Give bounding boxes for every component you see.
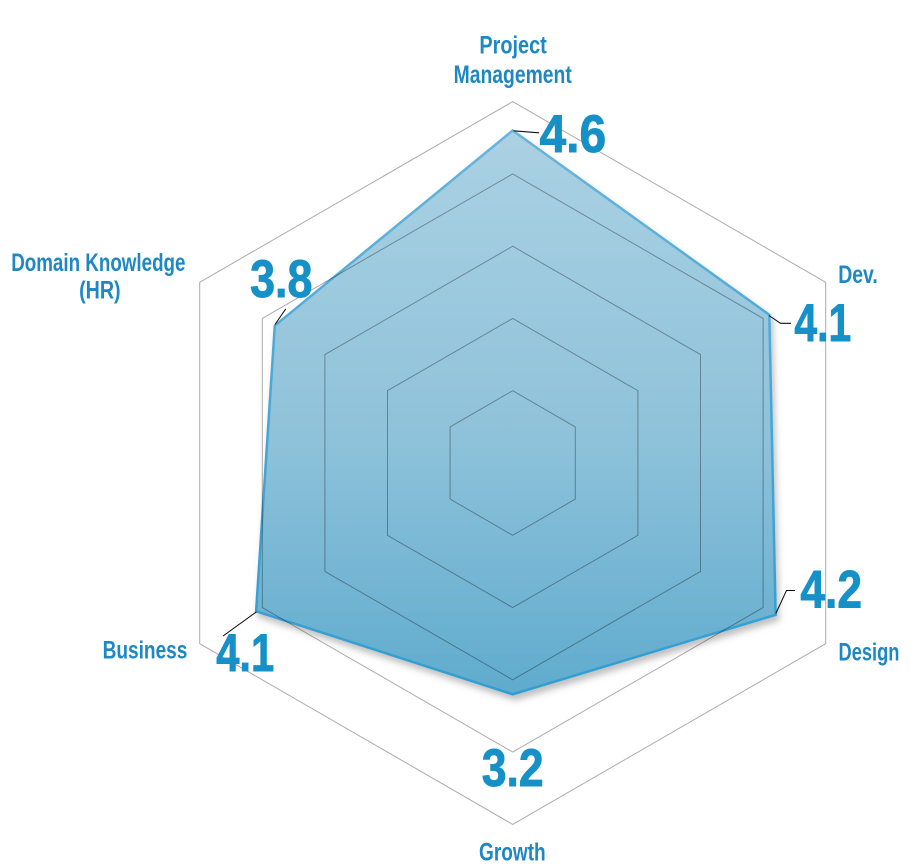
svg-text:Domain Knowledge: Domain Knowledge bbox=[11, 249, 185, 277]
svg-text:4.1: 4.1 bbox=[794, 294, 851, 353]
svg-text:Growth: Growth bbox=[479, 839, 546, 867]
svg-text:(HR): (HR) bbox=[79, 276, 121, 304]
svg-text:3.2: 3.2 bbox=[482, 739, 544, 798]
svg-text:3.8: 3.8 bbox=[250, 250, 312, 309]
svg-text:Design: Design bbox=[839, 639, 900, 667]
svg-text:4.2: 4.2 bbox=[800, 561, 862, 620]
svg-text:Management: Management bbox=[454, 61, 573, 89]
svg-text:Business: Business bbox=[103, 637, 188, 665]
svg-text:Dev.: Dev. bbox=[838, 261, 878, 289]
svg-text:4.6: 4.6 bbox=[540, 105, 607, 164]
svg-text:Project: Project bbox=[479, 32, 547, 60]
svg-text:4.1: 4.1 bbox=[216, 624, 274, 683]
